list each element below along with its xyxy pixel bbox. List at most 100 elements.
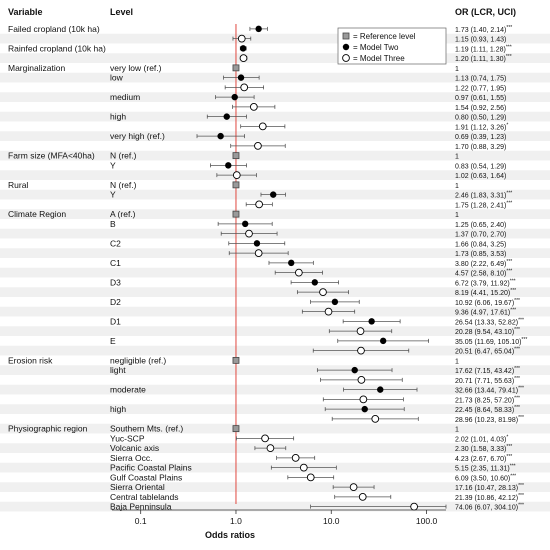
odds-ratio-text: 1.25 (0.65, 2.40)	[455, 222, 506, 229]
significance-stars: ***	[521, 337, 527, 343]
header-variable: Variable	[8, 7, 43, 17]
odds-ratio-text: 1.20 (1.11, 1.30)***	[455, 54, 512, 63]
legend-open-circle-icon	[342, 54, 350, 62]
row-band	[0, 482, 550, 492]
row-band	[0, 111, 550, 122]
row-band	[0, 131, 550, 141]
significance-stars: ***	[514, 298, 520, 304]
level-label: Baja Penninsula	[110, 502, 172, 512]
odds-ratio-text: 5.15 (2.35, 11.31)***	[455, 464, 516, 473]
odds-ratio-text: 1.15 (0.93, 1.43)	[455, 37, 506, 44]
row-labels: Failed cropland (10k ha) Rainfed cropland…	[8, 24, 192, 512]
odds-ratio-text: 35.05 (11.69, 105.10)***	[455, 337, 527, 346]
model-three-point	[261, 434, 269, 443]
model-three-point	[410, 502, 418, 511]
level-label: A (ref.)	[110, 209, 136, 219]
model-two-point	[239, 45, 247, 52]
model-three-point	[306, 473, 315, 482]
odds-ratio-text: 20.28 (9.54, 43.10)***	[455, 327, 520, 336]
model-three-point	[371, 415, 380, 423]
odds-ratio-text: 22.45 (8.64, 58.33)***	[455, 405, 520, 414]
odds-ratio-text: 0.69 (0.39, 1.23)	[455, 134, 506, 141]
odds-ratio-text: 21.39 (10.86, 42.12)***	[455, 493, 524, 502]
level-label: Sierra Oriental	[110, 482, 165, 492]
significance-stars: ***	[518, 415, 524, 421]
level-label: moderate	[110, 385, 146, 395]
significance-stars: ***	[518, 503, 524, 509]
odds-ratio-text: 74.06 (6.07, 304.10)***	[455, 503, 524, 512]
model-two-point	[231, 93, 238, 101]
variable-label: Farm size (MFA<40ha)	[8, 151, 95, 161]
odds-ratio-text: 1	[455, 358, 459, 365]
model-two-point	[270, 191, 277, 198]
significance-stars: ***	[518, 483, 524, 489]
model-three-point	[295, 268, 303, 277]
model-three-point	[324, 307, 333, 316]
model-two-point	[255, 25, 262, 33]
row-band	[0, 326, 550, 336]
variable-label: Failed cropland (10k ha)	[8, 24, 100, 34]
odds-ratio-text: 1.19 (1.11, 1.28)***	[455, 44, 512, 53]
odds-ratio-text: 4.57 (2.58, 8.10)***	[455, 269, 512, 278]
significance-stars: ***	[514, 405, 520, 411]
significance-stars: ***	[506, 200, 512, 206]
model-three-point	[258, 122, 267, 131]
odds-ratio-text: 2.02 (1.01, 4.03)*	[455, 434, 508, 443]
row-band	[0, 501, 550, 512]
significance-stars: ***	[506, 269, 512, 275]
significance-stars: ***	[510, 308, 516, 314]
model-three-point	[319, 288, 327, 296]
significance-stars: ***	[518, 493, 524, 499]
variable-label: Physiographic region	[8, 424, 88, 434]
odds-ratio-text: 1	[455, 154, 459, 161]
model-two-point	[311, 279, 319, 286]
plot-marks	[196, 25, 447, 511]
variable-label: Rainfed cropland (10k ha)	[8, 43, 106, 53]
level-label: high	[110, 404, 126, 414]
legend-label: = Reference level	[353, 32, 416, 41]
significance-stars: ***	[518, 317, 524, 323]
significance-stars: ***	[514, 347, 520, 353]
odds-ratio-text: 26.54 (13.33, 52.82)***	[455, 317, 524, 326]
level-label: N (ref.)	[110, 180, 137, 190]
odds-ratio-text: 1.91 (1.12, 3.26)*	[455, 122, 508, 131]
row-band	[0, 365, 550, 375]
odds-ratio-text: 0.80 (0.50, 1.29)	[455, 115, 506, 122]
odds-ratio-text: 1.73 (1.40, 2.14)***	[455, 25, 512, 34]
model-three-point	[291, 454, 300, 462]
model-two-point	[253, 240, 261, 247]
row-band	[0, 345, 550, 356]
row-band	[0, 209, 550, 219]
significance-stars: ***	[514, 376, 520, 382]
model-two-point	[379, 337, 387, 345]
model-two-point	[288, 259, 295, 267]
level-label: Central tablelands	[110, 492, 179, 502]
row-band	[0, 33, 550, 44]
reference-square-marker	[232, 152, 240, 160]
odds-ratio-text: 1.13 (0.74, 1.75)	[455, 76, 506, 83]
row-band	[0, 170, 550, 180]
significance-stars: ***	[514, 366, 520, 372]
x-tick-label: 0.1	[135, 516, 147, 526]
odds-ratio-text: 3.80 (2.22, 6.49)***	[455, 259, 512, 268]
level-label: Volcanic axis	[110, 443, 159, 453]
model-three-point	[358, 493, 367, 501]
level-label: N (ref.)	[110, 151, 137, 161]
model-three-point	[240, 83, 249, 92]
significance-stars: *	[506, 122, 508, 128]
variable-label: Marginalization	[8, 63, 65, 73]
level-label: D1	[110, 316, 121, 326]
reference-square-marker	[232, 181, 240, 189]
model-three-point	[357, 346, 365, 355]
model-three-point	[349, 483, 358, 491]
significance-stars: ***	[506, 54, 512, 60]
legend-label: = Model Three	[353, 54, 405, 63]
legend: = Reference level = Model Two = Model Thre…	[337, 27, 447, 65]
model-three-point	[255, 200, 263, 209]
level-label: Sierra Occ.	[110, 453, 153, 463]
row-band	[0, 150, 550, 161]
level-label: E	[110, 336, 116, 346]
reference-square-marker	[232, 64, 240, 72]
